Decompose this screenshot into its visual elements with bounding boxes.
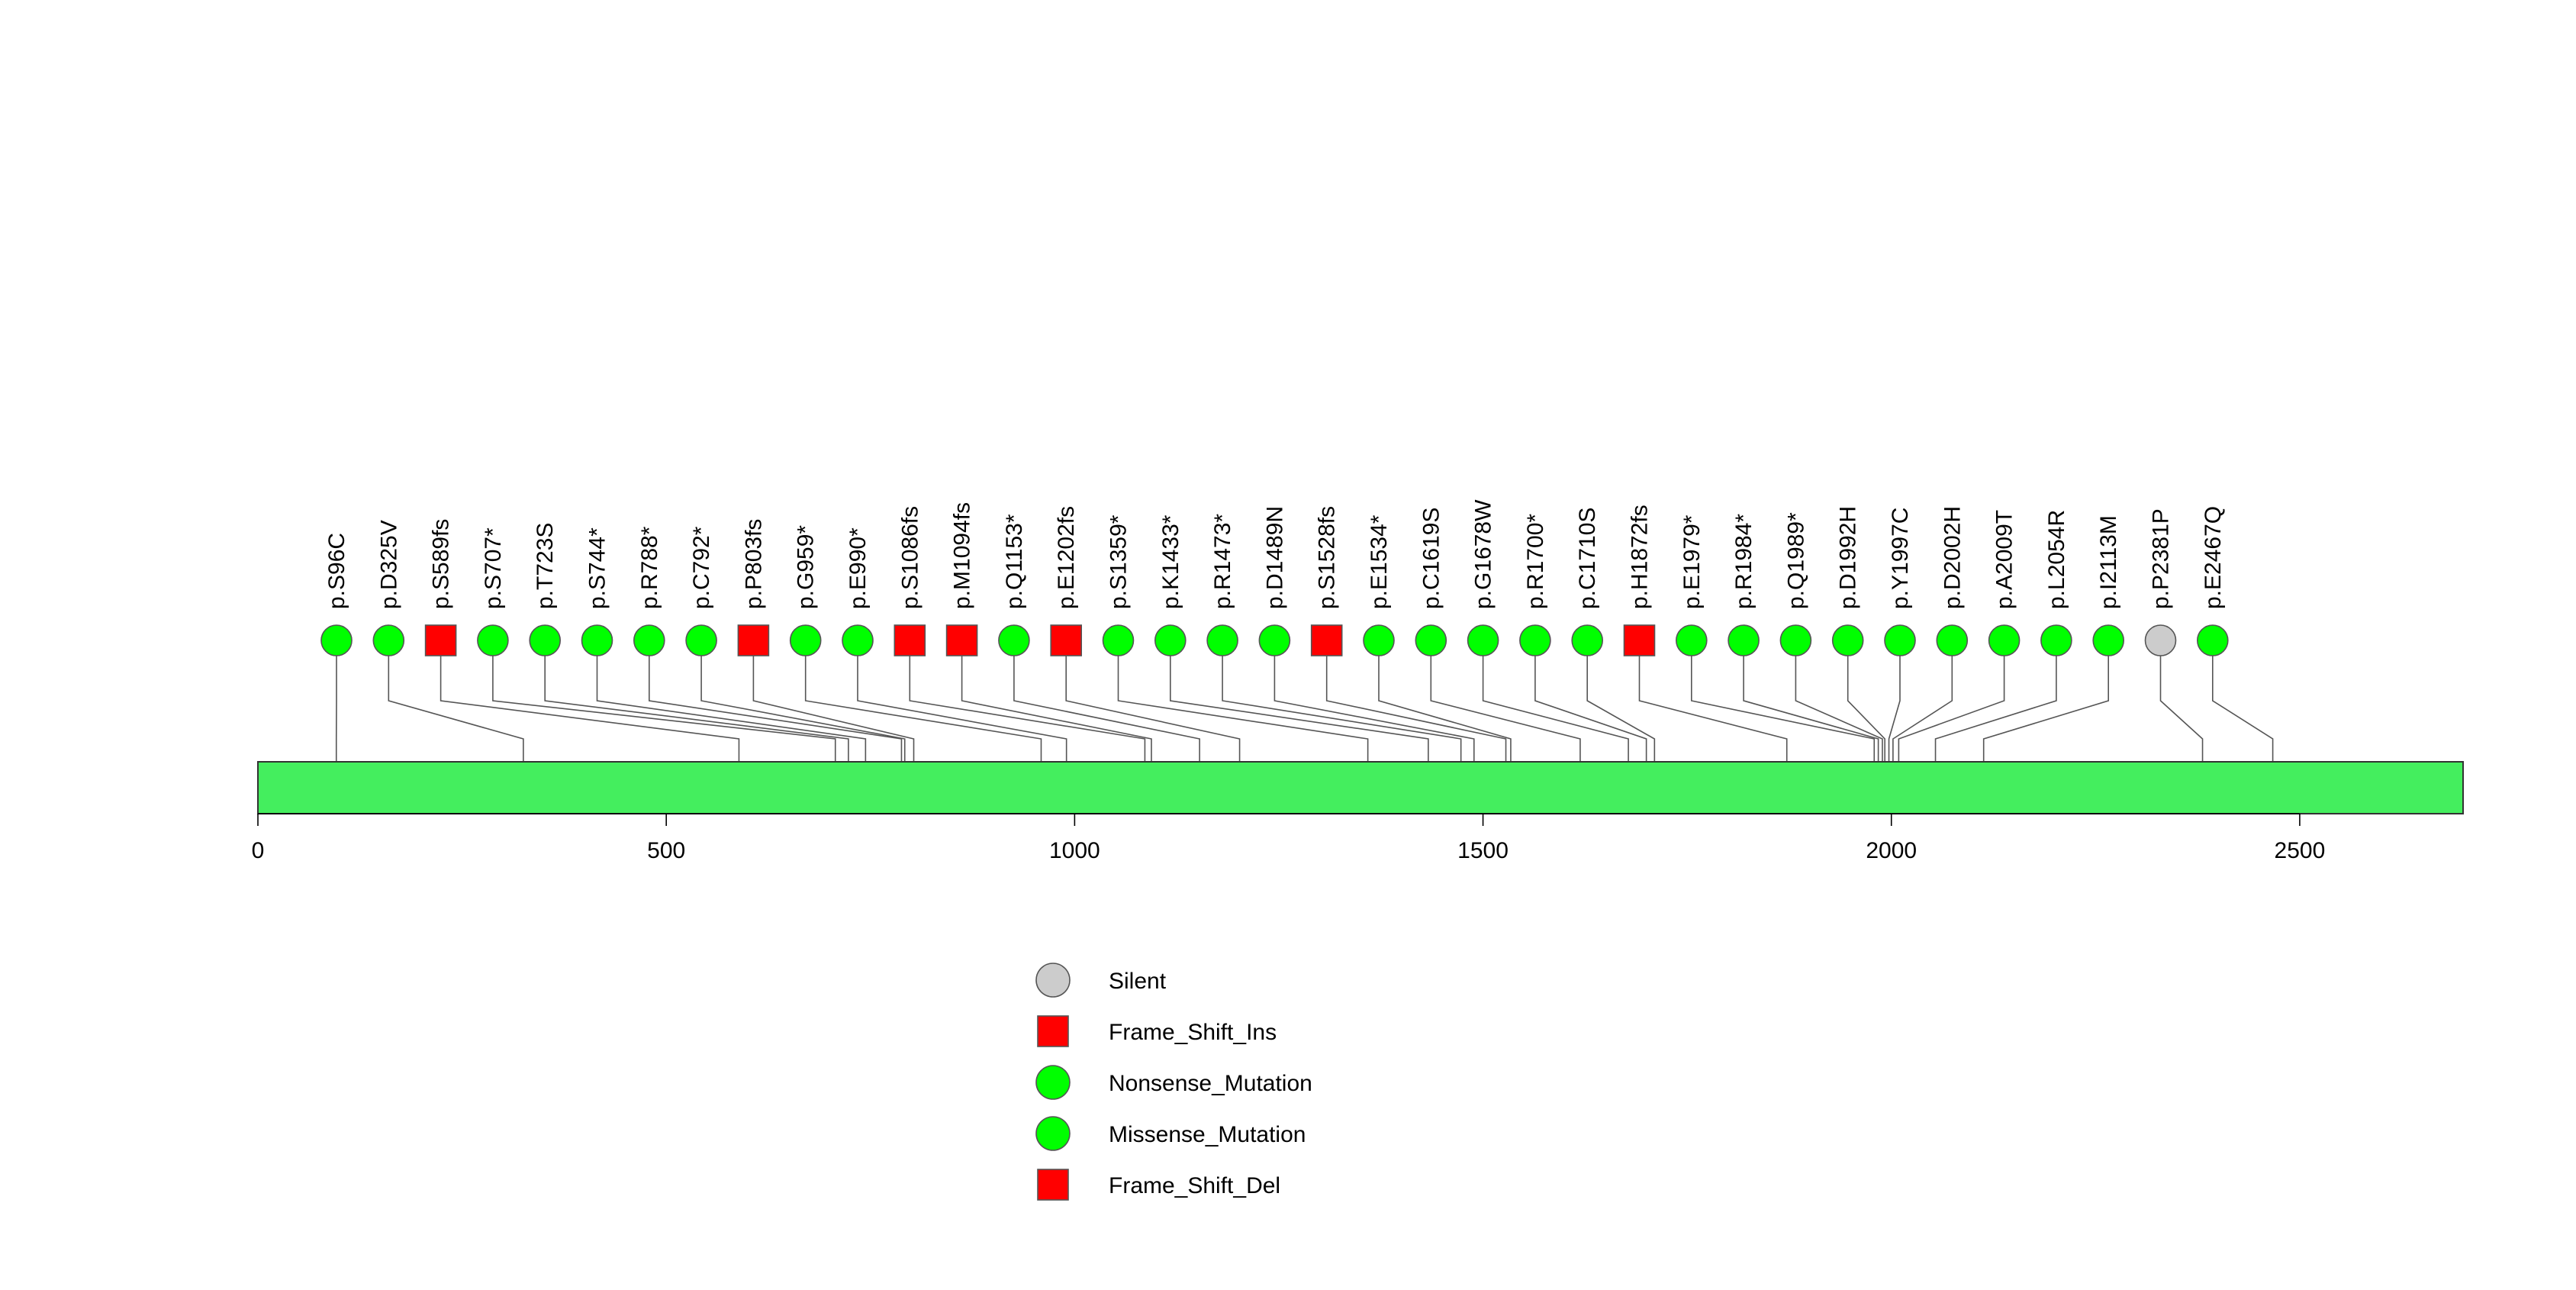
mutation-marker-pc1619s[interactable]: [1415, 624, 1447, 656]
mutation-label-ps96c: p.S96C: [324, 533, 349, 609]
mutation-marker-ph1872fs[interactable]: [1623, 624, 1656, 656]
legend: Silent Frame_Shift_Ins Nonsense_Mutation Mi…: [1035, 963, 1312, 1201]
mutation-marker-pr1700[interactable]: [1519, 624, 1551, 656]
mutation-marker-pl2054r[interactable]: [2040, 624, 2072, 656]
protein-bar: [257, 761, 2464, 814]
legend-label-frame-shift-ins: Frame_Shift_Ins: [1109, 1020, 1277, 1045]
mutation-label-pl2054r: p.L2054R: [2044, 510, 2069, 609]
legend-label-frame-shift-del: Frame_Shift_Del: [1109, 1173, 1280, 1198]
legend-swatch-nonsense-mutation: [1035, 1065, 1071, 1100]
mutation-label-ps589fs: p.S589fs: [429, 519, 454, 609]
mutation-marker-ps96c[interactable]: [320, 624, 353, 656]
mutation-label-ps1086fs: p.S1086fs: [897, 506, 923, 609]
mutation-marker-pc792[interactable]: [685, 624, 717, 656]
mutation-marker-pe990[interactable]: [842, 624, 874, 656]
mutation-marker-ps1528fs[interactable]: [1310, 624, 1343, 656]
mutation-label-pe1979: p.E1979*: [1679, 514, 1705, 609]
mutation-label-pr1473: p.R1473*: [1210, 514, 1235, 609]
mutation-label-pe1534: p.E1534*: [1367, 514, 1392, 609]
mutation-label-pc792: p.C792*: [689, 526, 714, 609]
legend-swatch-missense-mutation: [1035, 1116, 1071, 1151]
legend-label-missense-mutation: Missense_Mutation: [1109, 1122, 1306, 1147]
mutation-label-ps744: p.S744*: [585, 527, 610, 609]
mutation-label-pq1989: p.Q1989*: [1783, 512, 1808, 609]
x-tick-label-2500: 2500: [2275, 838, 2326, 863]
mutation-marker-py1997c[interactable]: [1884, 624, 1916, 656]
mutation-label-pd1489n: p.D1489N: [1262, 506, 1287, 609]
mutation-label-ps1528fs: p.S1528fs: [1315, 506, 1340, 609]
mutation-label-pd2002h: p.D2002H: [1940, 506, 1965, 609]
mutation-label-ps707: p.S707*: [481, 527, 506, 609]
legend-swatch-frame-shift-del: [1037, 1169, 1069, 1201]
legend-swatch-silent: [1035, 963, 1071, 998]
mutation-marker-pr788[interactable]: [633, 624, 665, 656]
mutation-marker-pm1094fs[interactable]: [945, 624, 978, 656]
mutation-label-pp2381p: p.P2381P: [2149, 508, 2174, 609]
mutation-marker-pe1979[interactable]: [1676, 624, 1708, 656]
mutation-marker-pd1489n[interactable]: [1258, 624, 1291, 656]
x-tick-label-500: 500: [647, 838, 685, 863]
mutation-label-ph1872fs: p.H1872fs: [1628, 505, 1653, 609]
mutation-markers: [320, 624, 2229, 656]
mutation-marker-ps1086fs[interactable]: [894, 624, 926, 656]
mutation-marker-pp2381p[interactable]: [2144, 624, 2177, 656]
legend-label-nonsense-mutation: Nonsense_Mutation: [1109, 1071, 1312, 1096]
mutation-marker-pg1678w[interactable]: [1467, 624, 1499, 656]
mutation-label-py1997c: p.Y1997C: [1888, 508, 1913, 609]
mutation-label-pr1700: p.R1700*: [1523, 514, 1548, 609]
mutation-marker-pc1710s[interactable]: [1571, 624, 1603, 656]
mutation-label-pa2009t: p.A2009T: [1992, 510, 2017, 609]
mutation-label-pc1710s: p.C1710S: [1575, 508, 1600, 609]
legend-swatch-frame-shift-ins: [1037, 1015, 1069, 1047]
mutation-label-pg1678w: p.G1678W: [1471, 499, 1496, 609]
mutation-marker-ps744[interactable]: [581, 624, 613, 656]
mutation-marker-pp803fs[interactable]: [737, 624, 770, 656]
mutation-label-pg959: p.G959*: [794, 525, 819, 609]
mutation-marker-pe2467q[interactable]: [2197, 624, 2229, 656]
legend-label-silent: Silent: [1109, 969, 1167, 994]
x-tick-label-1500: 1500: [1457, 838, 1509, 863]
mutation-label-pc1619s: p.C1619S: [1418, 508, 1444, 609]
mutation-label-pd1992h: p.D1992H: [1836, 506, 1861, 609]
mutation-marker-pt723s[interactable]: [529, 624, 562, 656]
mutation-label-pp803fs: p.P803fs: [741, 519, 766, 609]
mutation-label-pi2113m: p.I2113M: [2096, 515, 2121, 609]
mutation-label-pr788: p.R788*: [637, 526, 662, 609]
x-tick-label-2000: 2000: [1866, 838, 1917, 863]
mutation-labels: p.S96C p.D325V p.S589fs p.S707* p.T723S p.S74…: [324, 499, 2226, 609]
mutation-marker-pd1992h[interactable]: [1831, 624, 1864, 656]
mutation-marker-ps707[interactable]: [477, 624, 509, 656]
mutation-marker-pk1433[interactable]: [1154, 624, 1187, 656]
mutation-label-pr1984: p.R1984*: [1731, 514, 1757, 609]
mutation-label-pe990: p.E990*: [845, 527, 871, 609]
mutation-marker-pr1984[interactable]: [1728, 624, 1760, 656]
mutation-label-pd325v: p.D325V: [376, 520, 401, 609]
x-tick-label-0: 0: [252, 838, 265, 863]
mutation-label-pt723s: p.T723S: [533, 523, 558, 609]
mutation-marker-pg959[interactable]: [789, 624, 822, 656]
mutation-label-pe2467q: p.E2467Q: [2201, 506, 2226, 609]
x-axis: 0 500 1000 1500 2000 2500: [252, 813, 2326, 863]
mutation-marker-pe1534[interactable]: [1363, 624, 1395, 656]
mutation-label-ps1359: p.S1359*: [1106, 514, 1132, 609]
x-tick-label-1000: 1000: [1049, 838, 1100, 863]
mutation-label-pm1094fs: p.M1094fs: [950, 502, 975, 609]
mutation-marker-pd325v[interactable]: [372, 624, 405, 656]
mutation-marker-pr1473[interactable]: [1206, 624, 1238, 656]
mutation-label-pk1433: p.K1433*: [1158, 514, 1183, 609]
mutation-label-pe1202fs: p.E1202fs: [1054, 506, 1079, 609]
mutation-marker-pe1202fs[interactable]: [1050, 624, 1082, 656]
mutation-marker-pd2002h[interactable]: [1936, 624, 1969, 656]
mutation-marker-pi2113m[interactable]: [2092, 624, 2124, 656]
mutation-marker-pa2009t[interactable]: [1988, 624, 2021, 656]
mutation-marker-ps589fs[interactable]: [424, 624, 457, 656]
mutation-marker-pq1153[interactable]: [998, 624, 1030, 656]
mutation-marker-ps1359[interactable]: [1102, 624, 1135, 656]
mutation-marker-pq1989[interactable]: [1779, 624, 1812, 656]
mutation-label-pq1153: p.Q1153*: [1002, 514, 1027, 609]
